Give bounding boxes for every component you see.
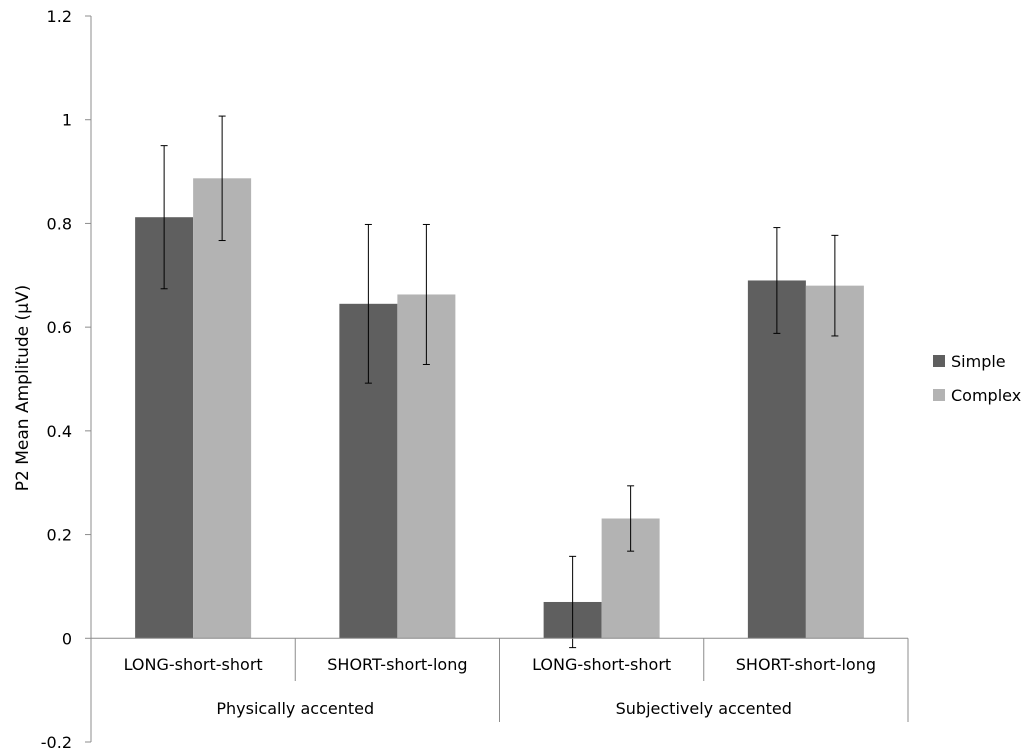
- x-group-label: Subjectively accented: [616, 699, 792, 718]
- y-tick-label: -0.2: [41, 733, 72, 752]
- x-category-label: SHORT-short-long: [327, 655, 467, 674]
- bar-complex-4: [805, 285, 864, 639]
- x-category-label: LONG-short-short: [532, 655, 671, 674]
- y-tick-label: 0.8: [47, 214, 72, 233]
- bars: [135, 178, 864, 639]
- error-bars: [160, 115, 839, 649]
- y-tick-label: 1.2: [47, 7, 72, 26]
- x-category-label: LONG-short-short: [124, 655, 263, 674]
- y-tick-label: 1: [62, 111, 72, 130]
- legend-label-simple: Simple: [951, 352, 1006, 371]
- y-tick-label: 0: [62, 629, 72, 648]
- x-category-label: SHORT-short-long: [736, 655, 876, 674]
- bar-simple-4: [747, 280, 806, 639]
- legend-swatch-complex: [933, 389, 945, 401]
- y-axis-ticks: -0.2 0 0.2 0.4 0.6 0.8 1 1.2: [41, 7, 91, 752]
- axes: [90, 16, 909, 742]
- legend-label-complex: Complex: [951, 386, 1021, 405]
- x-group-label: Physically accented: [216, 699, 374, 718]
- y-tick-label: 0.4: [47, 422, 72, 441]
- y-axis-title: P2 Mean Amplitude (µV): [13, 285, 33, 491]
- category-labels: LONG-short-short SHORT-short-long LONG-sho…: [124, 655, 876, 718]
- legend: Simple Complex: [933, 352, 1021, 405]
- bar-complex-1: [193, 178, 252, 639]
- y-tick-label: 0.6: [47, 318, 72, 337]
- legend-swatch-simple: [933, 355, 945, 367]
- y-tick-label: 0.2: [47, 526, 72, 545]
